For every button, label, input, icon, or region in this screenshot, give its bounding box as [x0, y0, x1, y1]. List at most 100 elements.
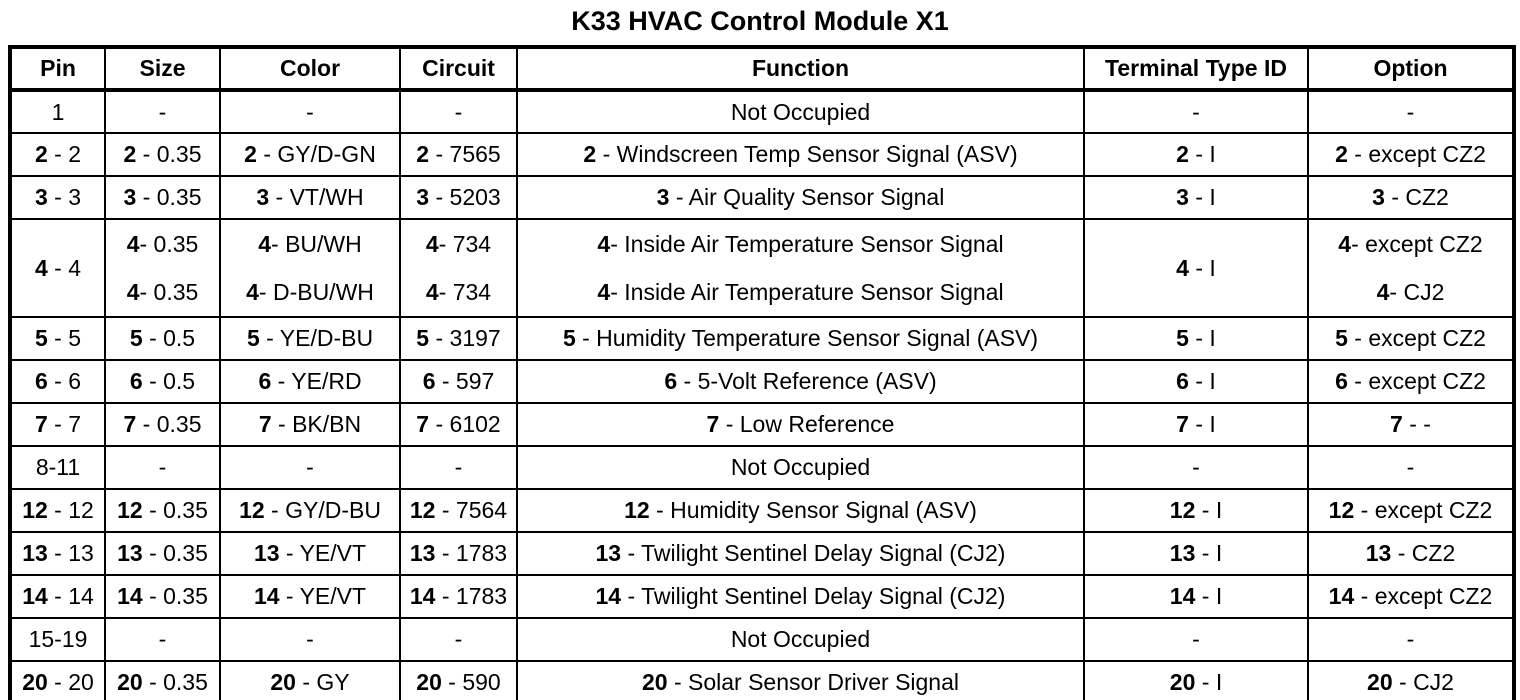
pin-number: 4: [425, 278, 439, 305]
cell-text: - YE/D-BU: [259, 325, 374, 351]
cell-function: 3 - Air Quality Sensor Signal: [516, 175, 1085, 220]
cell-terminal-type-id: 12 - I: [1083, 488, 1309, 533]
cell-size: -: [104, 445, 221, 490]
cell-text: - 7: [47, 411, 82, 437]
column-header-label: Terminal Type ID: [1105, 55, 1287, 81]
cell-circuit: 3 - 5203: [399, 175, 518, 220]
pin-number: 3: [1372, 184, 1385, 210]
cell-text: -: [454, 626, 463, 652]
cell-text: - I: [1188, 368, 1216, 394]
cell-size: 13 - 0.35: [104, 531, 221, 576]
pin-number: 20: [22, 668, 48, 695]
pin-number: 5: [246, 325, 260, 351]
pin-number: 5: [129, 325, 143, 351]
pin-number: 7: [706, 411, 720, 437]
cell-circuit: -: [399, 445, 518, 490]
cell-pin: 6 - 6: [9, 359, 106, 404]
pin-number: 14: [1328, 583, 1355, 609]
pin-number: 3: [1176, 184, 1189, 210]
cell-text: - Air Quality Sensor Signal: [669, 184, 945, 210]
cell-circuit: 12 - 7564: [399, 488, 518, 533]
column-header-circuit: Circuit: [399, 46, 518, 92]
cell-option: -: [1307, 89, 1515, 134]
cell-text: - 13: [47, 540, 94, 566]
cell-option: 5 - except CZ2: [1307, 316, 1515, 361]
cell-text: -: [158, 98, 167, 125]
cell-function: Not Occupied: [516, 617, 1085, 662]
table-row: 20 - 20 20 - 0.35 20 - GY 20 - 590 20 - Sola…: [9, 660, 1515, 700]
cell-pin: 2 - 2: [9, 132, 106, 177]
cell-terminal-type-id: 2 - I: [1083, 132, 1309, 177]
column-header-function: Function: [516, 46, 1085, 92]
cell-text: - except CZ2: [1347, 325, 1486, 351]
pin-number: 6: [129, 368, 143, 394]
cell-text: - 597: [435, 368, 495, 394]
cell-text: - 7565: [429, 141, 501, 167]
cell-text: - CZ2: [1391, 540, 1456, 566]
pin-number: 3: [123, 184, 137, 210]
cell-circuit: 7 - 6102: [399, 402, 518, 447]
pin-number: 5: [416, 325, 430, 351]
cell-text: - 0.35: [139, 230, 199, 257]
cell-terminal-type-id: -: [1083, 89, 1309, 134]
cell-option: 12 - except CZ2: [1307, 488, 1515, 533]
cell-pin: 13 - 13: [9, 531, 106, 576]
cell-text: - 1783: [435, 540, 508, 566]
cell-terminal-type-id: 4 - I: [1083, 218, 1309, 318]
cell-text: - GY/D-BU: [264, 497, 381, 523]
pin-number: 4: [126, 230, 140, 257]
column-header-label: Function: [751, 55, 850, 81]
cell-text: - I: [1195, 583, 1223, 609]
cell-color: 2 - GY/D-GN: [219, 132, 401, 177]
pin-number: 12: [1328, 497, 1355, 523]
cell-color: 6 - YE/RD: [219, 359, 401, 404]
pin-number: 20: [416, 668, 442, 695]
pin-number: 4: [126, 278, 140, 305]
cell-text: -: [1192, 454, 1200, 480]
cell-text: -: [306, 454, 314, 480]
cell-option: 4 - except CZ2 4 - CJ2: [1307, 218, 1515, 318]
cell-text: - Humidity Sensor Signal (ASV): [649, 497, 977, 523]
cell-text: - BU/WH: [271, 230, 362, 257]
cell-size: -: [104, 617, 221, 662]
cell-text: - I: [1195, 497, 1223, 523]
cell-line: 4 - 0.35: [107, 221, 218, 268]
cell-text: -: [1192, 626, 1200, 652]
cell-color: 3 - VT/WH: [219, 175, 401, 220]
cell-color: 13 - YE/VT: [219, 531, 401, 576]
cell-size: 12 - 0.35: [104, 488, 221, 533]
cell-option: -: [1307, 617, 1515, 662]
cell-text: - I: [1188, 254, 1216, 281]
cell-text: -: [1406, 454, 1415, 480]
pin-number: 6: [664, 368, 678, 394]
column-header-terminal-type-id: Terminal Type ID: [1083, 46, 1309, 92]
cell-text: - Twilight Sentinel Delay Signal (CJ2): [621, 540, 1006, 566]
table-header: Pin Size Color Circuit Function Terminal Type…: [9, 46, 1515, 92]
cell-text: - GY/D-GN: [256, 141, 376, 167]
pin-number: 4: [597, 278, 611, 305]
cell-text: - Twilight Sentinel Delay Signal (CJ2): [621, 583, 1006, 609]
pin-number: 6: [34, 368, 48, 394]
pin-number: 6: [1176, 368, 1189, 394]
cell-text: - I: [1188, 184, 1216, 210]
cell-color: 7 - BK/BN: [219, 402, 401, 447]
cell-text: - except CZ2: [1347, 141, 1486, 167]
cell-text: - I: [1188, 411, 1216, 437]
pin-number: 2: [1176, 141, 1189, 167]
pin-number: 20: [270, 668, 296, 695]
column-header-label: Color: [279, 55, 341, 81]
cell-text: -: [454, 98, 463, 125]
pin-number: 2: [244, 141, 257, 167]
cell-text: - 0.5: [142, 325, 196, 351]
cell-text: - GY: [295, 668, 350, 695]
cell-line: 4 - 734: [402, 268, 515, 315]
cell-function: 4 - Inside Air Temperature Sensor Signal…: [516, 218, 1085, 318]
pin-number: 5: [562, 325, 576, 351]
cell-text: - 3: [47, 184, 82, 210]
pin-number: 13: [595, 540, 622, 566]
cell-line: 4 - 734: [402, 221, 515, 268]
cell-text: - 14: [47, 583, 94, 609]
pin-number: 20: [641, 668, 668, 695]
cell-size: 7 - 0.35: [104, 402, 221, 447]
